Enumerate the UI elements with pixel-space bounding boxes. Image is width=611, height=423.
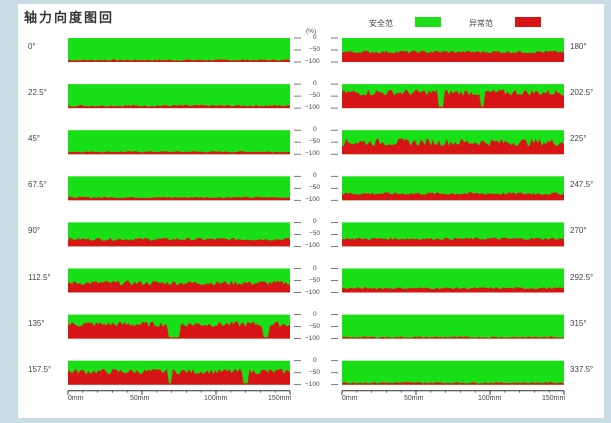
strip-signal-fill xyxy=(68,196,290,201)
strip-signal-fill xyxy=(68,237,290,247)
strip-panel xyxy=(68,268,290,293)
strip-signal-fill xyxy=(342,287,564,293)
strip-background xyxy=(68,176,290,201)
x-tick-label: 50mm xyxy=(130,394,150,402)
strip-signal-fill xyxy=(68,368,290,385)
angle-label: 22.5° xyxy=(28,88,47,98)
strip-panel xyxy=(68,360,290,385)
x-tick-label: 150mm xyxy=(268,394,292,402)
scale-tick-label: −50 xyxy=(309,368,321,376)
scale-tick-label: −50 xyxy=(309,138,321,146)
scale-tick-label: −100 xyxy=(305,58,320,65)
angle-label: 112.5° xyxy=(28,272,51,282)
strip-panel xyxy=(68,38,290,62)
strip-background xyxy=(68,38,290,62)
strip-panel xyxy=(68,222,290,247)
angle-label: 202.5° xyxy=(570,88,594,98)
scale-tick-label: −100 xyxy=(305,104,320,112)
legend-swatch-safe xyxy=(415,17,441,27)
angle-label: 315° xyxy=(570,318,587,328)
angle-label: 247.5° xyxy=(570,180,594,190)
scale-tick-label: 0 xyxy=(313,126,317,134)
strip-panel xyxy=(342,360,564,385)
scale-tick-label: −100 xyxy=(305,150,320,158)
angle-label: 90° xyxy=(28,226,41,236)
legend-swatch-abnormal xyxy=(515,17,541,27)
angle-label: 180° xyxy=(570,42,587,51)
strip-signal-fill xyxy=(342,89,564,109)
angle-label: 337.5° xyxy=(570,364,594,374)
strip-signal-fill xyxy=(68,280,290,293)
scale-tick-label: 0 xyxy=(313,172,317,180)
strip-signal-fill xyxy=(68,321,290,339)
scale-tick-label: −100 xyxy=(305,334,320,342)
angle-label: 0° xyxy=(28,42,36,51)
strip-background xyxy=(68,130,290,155)
strip-background xyxy=(342,314,564,339)
strip-panel xyxy=(68,176,290,201)
scale-tick-label: −50 xyxy=(309,46,321,53)
strip-panel xyxy=(68,130,290,155)
x-tick-label: 0mm xyxy=(342,394,358,402)
scale-tick-label: 0 xyxy=(313,80,317,88)
angle-label: 225° xyxy=(570,134,587,144)
scale-tick-label: −50 xyxy=(309,276,321,284)
angle-label: 157.5° xyxy=(28,364,52,374)
strip-panel xyxy=(342,268,564,293)
strip-panel xyxy=(342,176,564,201)
legend-label-abnormal: 异常范 xyxy=(469,19,493,28)
scale-tick-label: −100 xyxy=(305,380,320,388)
scale-tick-label: 0 xyxy=(313,356,317,364)
scale-tick-label: −50 xyxy=(309,230,321,238)
angle-label: 270° xyxy=(570,226,587,236)
angle-label: 135° xyxy=(28,318,45,328)
strip-panel xyxy=(68,84,290,109)
scale-tick-label: −50 xyxy=(309,322,321,330)
x-tick-label: 100mm xyxy=(478,394,502,402)
x-tick-label: 100mm xyxy=(204,394,228,402)
chart-area xyxy=(67,37,565,395)
strip-signal-fill xyxy=(342,192,564,201)
scale-tick-label: −100 xyxy=(305,288,320,296)
scale-tick-label: −50 xyxy=(309,92,321,100)
strip-background xyxy=(342,360,564,385)
strip-signal-fill xyxy=(342,382,564,385)
strip-signal-fill xyxy=(68,104,290,109)
scale-tick-label: −100 xyxy=(305,196,320,204)
strip-signal-fill xyxy=(342,50,564,62)
scale-tick-label: 0 xyxy=(313,310,317,318)
x-tick-label: 50mm xyxy=(404,394,424,402)
scale-tick-label: 0 xyxy=(313,218,317,226)
strip-signal-fill xyxy=(342,138,564,155)
strip-panel xyxy=(342,222,564,247)
legend-label-safe: 安全范 xyxy=(369,19,393,28)
strip-panel xyxy=(342,314,564,339)
scale-tick-label: −100 xyxy=(305,242,320,250)
strip-panel xyxy=(342,84,564,109)
scale-tick-label: 0 xyxy=(313,264,317,272)
strip-signal-fill xyxy=(342,336,564,339)
scale-unit-label: (%) xyxy=(306,28,317,35)
scale-tick-label: 0 xyxy=(313,34,317,41)
strip-signal-fill xyxy=(68,59,290,62)
strip-signal-fill xyxy=(342,237,564,247)
strip-background xyxy=(68,84,290,109)
chart-title: 轴力向度图回 xyxy=(24,10,115,25)
chart-panel: 轴力向度图回 安全范 异常范 0° 22.5° 45° 67.5° 90° 112.5° 1… xyxy=(18,4,604,418)
strip-signal-fill xyxy=(68,151,290,155)
strip-panel xyxy=(68,314,290,339)
scale-tick-label: −50 xyxy=(309,184,321,192)
angle-label: 292.5° xyxy=(570,272,594,282)
x-tick-label: 150mm xyxy=(542,394,566,402)
strip-panel xyxy=(342,130,564,155)
angle-label: 67.5° xyxy=(28,180,47,190)
x-tick-label: 0mm xyxy=(68,394,84,402)
strip-panel xyxy=(342,38,564,62)
angle-label: 45° xyxy=(28,134,41,144)
